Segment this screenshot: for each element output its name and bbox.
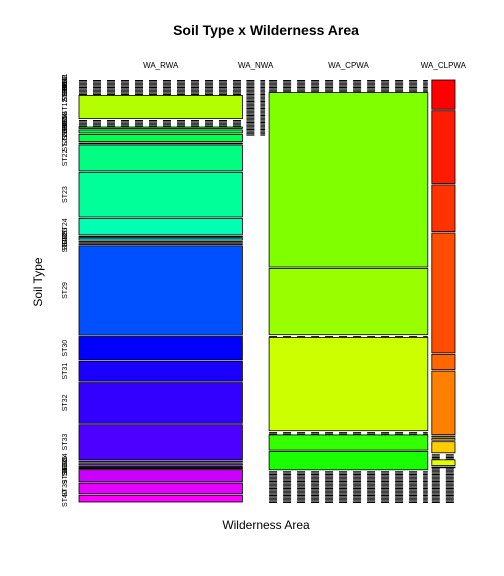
x-tick-label: WA_CLPWA (421, 61, 467, 70)
mosaic-tile (431, 184, 456, 232)
y-tick-label: ST9 (62, 85, 69, 98)
y-tick-label: ST8 (62, 83, 69, 96)
y-tick-label: ST3 (62, 76, 69, 89)
y-tick-label: ST5 (62, 79, 69, 92)
mosaic-tile (78, 237, 243, 241)
y-tick-label: ST11 (62, 86, 69, 102)
mosaic-tile (78, 382, 243, 424)
mosaic-tile (78, 360, 243, 382)
mosaic-tile (78, 469, 243, 483)
mosaic-tile (78, 494, 243, 503)
x-tick-label: WA_NWA (238, 61, 274, 70)
mosaic-tile (78, 217, 243, 236)
x-axis-label: Wilderness Area (222, 518, 310, 532)
y-tick-label: ST27 (62, 233, 69, 250)
mosaic-tile (78, 467, 243, 470)
y-tick-label: ST1 (62, 73, 69, 86)
y-tick-label: ST15 (62, 114, 69, 131)
y-tick-label: ST4 (62, 78, 69, 91)
y-tick-label: ST39 (62, 480, 69, 497)
mosaic-tile (431, 466, 456, 469)
mosaic-tile (78, 133, 243, 142)
y-tick-label: ST16 (62, 116, 69, 133)
y-tick-label: ST22 (62, 149, 69, 166)
y-tick-label: ST17 (62, 117, 69, 134)
mosaic-tile (78, 463, 243, 466)
mosaic-tile (431, 370, 456, 436)
y-tick-label: ST10 (62, 84, 69, 101)
mosaic-tile (431, 232, 456, 354)
mosaic-tile (78, 245, 243, 336)
y-tick-label: ST12 (62, 99, 69, 116)
mosaic-tile (78, 129, 243, 134)
mosaic-tile (431, 79, 456, 110)
mosaic-tile (78, 482, 243, 495)
y-tick-label: ST38 (62, 467, 69, 484)
mosaic-tile (78, 243, 243, 245)
y-tick-label: ST21 (62, 135, 69, 152)
y-tick-label: ST40 (62, 490, 69, 507)
mosaic-tiles (78, 79, 456, 503)
mosaic-tile (268, 434, 429, 451)
mosaic-tile (268, 267, 429, 336)
y-tick-label: ST37 (62, 460, 69, 477)
y-tick-label: ST33 (62, 434, 69, 451)
mosaic-tile (78, 95, 243, 120)
mosaic-tile (78, 241, 243, 243)
x-tick-label: WA_CPWA (328, 61, 369, 70)
mosaic-tile (431, 459, 456, 466)
y-tick-label: ST36 (62, 458, 69, 475)
y-tick-label: ST20 (62, 130, 69, 147)
y-tick-label: ST6 (62, 80, 69, 93)
y-tick-label: ST35 (62, 456, 69, 473)
y-tick-label: ST7 (62, 82, 69, 95)
y-tick-label: ST2 (62, 75, 69, 88)
y-tick-label: ST18 (62, 119, 69, 136)
mosaic-tile (268, 451, 429, 471)
mosaic-tile (78, 336, 243, 361)
mosaic-tile (78, 126, 243, 129)
mosaic-tile (431, 353, 456, 371)
y-tick-label: ST13 (62, 112, 69, 129)
mosaic-tile (78, 235, 243, 238)
mosaic-tile (78, 144, 243, 172)
mosaic-tile (78, 466, 243, 468)
y-tick-labels: ST1ST2ST3ST4ST5ST6ST7ST8ST9ST10ST11ST12S… (62, 73, 69, 506)
mosaic-tile (431, 441, 456, 454)
y-tick-label: ST32 (62, 394, 69, 411)
mosaic-tile (431, 435, 456, 438)
y-tick-label: ST23 (62, 186, 69, 203)
chart-title: Soil Type x Wilderness Area (173, 22, 359, 38)
x-tick-labels: WA_RWA WA_NWA WA_CPWA WA_CLPWA (143, 61, 467, 70)
y-tick-label: ST19 (62, 123, 69, 140)
mosaic-tile (431, 110, 456, 184)
y-tick-label: ST28 (62, 236, 69, 253)
mosaic-tile (268, 92, 429, 268)
y-tick-label: ST31 (62, 363, 69, 380)
y-tick-label: ST34 (62, 453, 69, 470)
mosaic-tile (78, 171, 243, 218)
y-tick-label: ST14 (62, 113, 69, 130)
mosaic-tile (431, 438, 456, 441)
y-tick-label: ST30 (62, 340, 69, 357)
y-tick-label: ST25 (62, 228, 69, 245)
mosaic-tile (78, 424, 243, 461)
x-tick-label: WA_RWA (143, 61, 179, 70)
mosaic-tile (78, 460, 243, 463)
y-axis-label: Soil Type (31, 257, 45, 306)
mosaic-tile (268, 337, 429, 432)
y-tick-label: ST24 (62, 218, 69, 235)
y-tick-label: ST26 (62, 231, 69, 248)
y-tick-label: ST29 (62, 282, 69, 299)
mosaic-tile (78, 142, 243, 145)
